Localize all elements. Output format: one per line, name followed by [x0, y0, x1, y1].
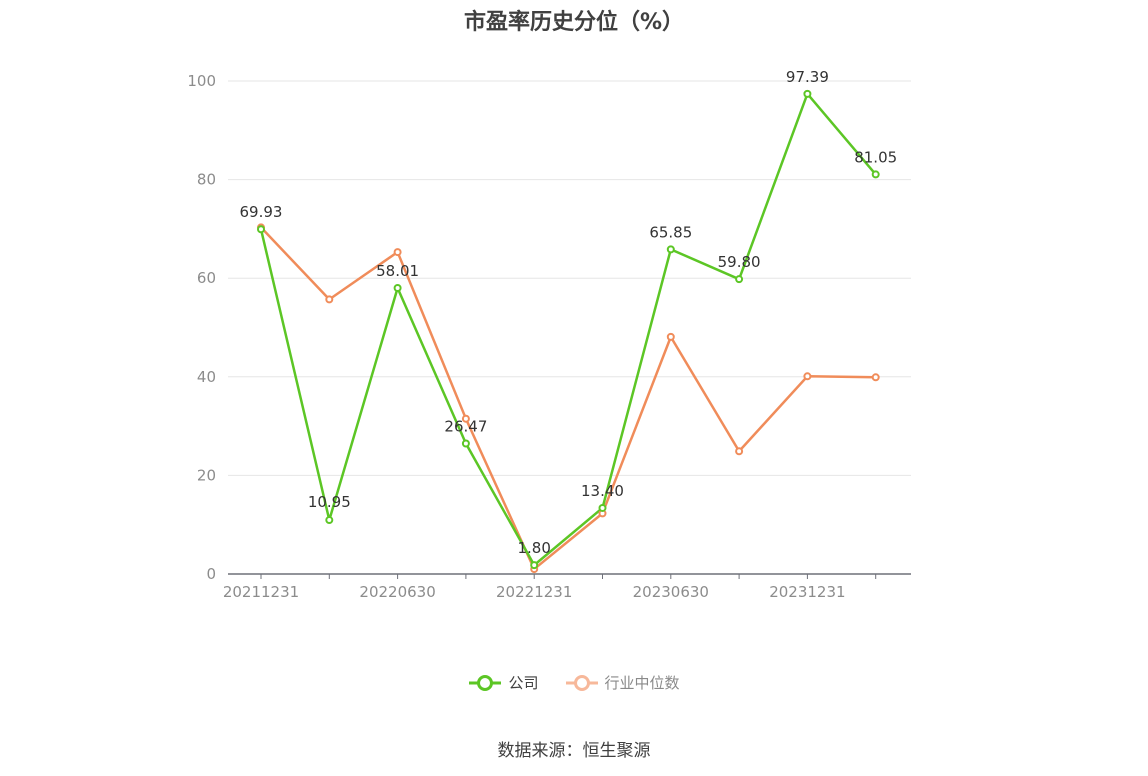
- data-label: 81.05: [854, 148, 897, 166]
- data-point-company[interactable]: [461, 439, 470, 448]
- data-point-company[interactable]: [393, 284, 402, 293]
- y-tick-label: 60: [197, 269, 216, 287]
- data-source: 数据来源：恒生聚源: [497, 741, 651, 761]
- y-axis: 0 20 40 60 80 100: [187, 72, 216, 583]
- y-tick-label: 0: [206, 565, 216, 583]
- x-tick-label: 20211231: [223, 583, 299, 601]
- data-point-industry[interactable]: [461, 414, 470, 423]
- data-label: 58.01: [376, 262, 419, 280]
- y-tick-label: 100: [187, 72, 216, 90]
- data-point-company[interactable]: [803, 89, 812, 98]
- legend-company-marker-icon: [469, 674, 502, 691]
- x-tick-label: 20230630: [633, 583, 709, 601]
- data-point-company[interactable]: [735, 275, 744, 284]
- data-labels: 69.93 10.95 58.01 26.47 1.80 13.40 65.85 59.80 9…: [240, 68, 898, 557]
- data-label: 26.47: [444, 418, 487, 436]
- grid-lines: [228, 80, 911, 476]
- x-axis: 20211231 20220630 20221231 20230630 20231231: [223, 573, 911, 601]
- data-point-company[interactable]: [257, 225, 265, 234]
- series-lines: [259, 92, 877, 571]
- data-point-company[interactable]: [530, 561, 539, 570]
- series-line-industry: [260, 226, 876, 571]
- data-point-industry[interactable]: [325, 295, 334, 304]
- data-point-industry[interactable]: [735, 447, 744, 456]
- data-point-company[interactable]: [598, 503, 607, 512]
- data-label: 13.40: [581, 482, 624, 500]
- data-point-industry[interactable]: [803, 372, 812, 381]
- data-label: 1.80: [517, 539, 550, 557]
- legend-item-company[interactable]: 公司: [468, 672, 539, 693]
- series-points: [257, 89, 880, 574]
- chart-title: 市盈率历史分位（%）: [463, 10, 685, 35]
- data-point-industry[interactable]: [393, 248, 402, 257]
- y-tick-label: 80: [197, 171, 216, 189]
- y-tick-label: 40: [197, 368, 216, 386]
- legend-industry-label: 行业中位数: [604, 674, 680, 692]
- y-tick-label: 20: [197, 466, 216, 484]
- legend-industry-marker-icon: [565, 674, 598, 691]
- legend: 公司 行业中位数: [0, 672, 1148, 693]
- data-point-company[interactable]: [325, 516, 334, 525]
- data-label: 10.95: [308, 493, 351, 511]
- x-tick-label: 20231231: [769, 583, 845, 601]
- data-label: 65.85: [649, 223, 692, 241]
- x-tick-label: 20221231: [496, 583, 572, 601]
- data-point-industry[interactable]: [871, 373, 880, 382]
- data-label: 69.93: [240, 203, 283, 221]
- x-tick-label: 20220630: [359, 583, 435, 601]
- data-point-industry[interactable]: [666, 332, 675, 341]
- legend-item-industry[interactable]: 行业中位数: [565, 672, 680, 693]
- legend-company-label: 公司: [508, 674, 539, 692]
- series-line-company: [259, 92, 877, 567]
- data-point-company[interactable]: [666, 245, 675, 254]
- data-label: 59.80: [718, 253, 761, 271]
- data-point-company[interactable]: [871, 170, 880, 179]
- data-label: 97.39: [786, 68, 829, 86]
